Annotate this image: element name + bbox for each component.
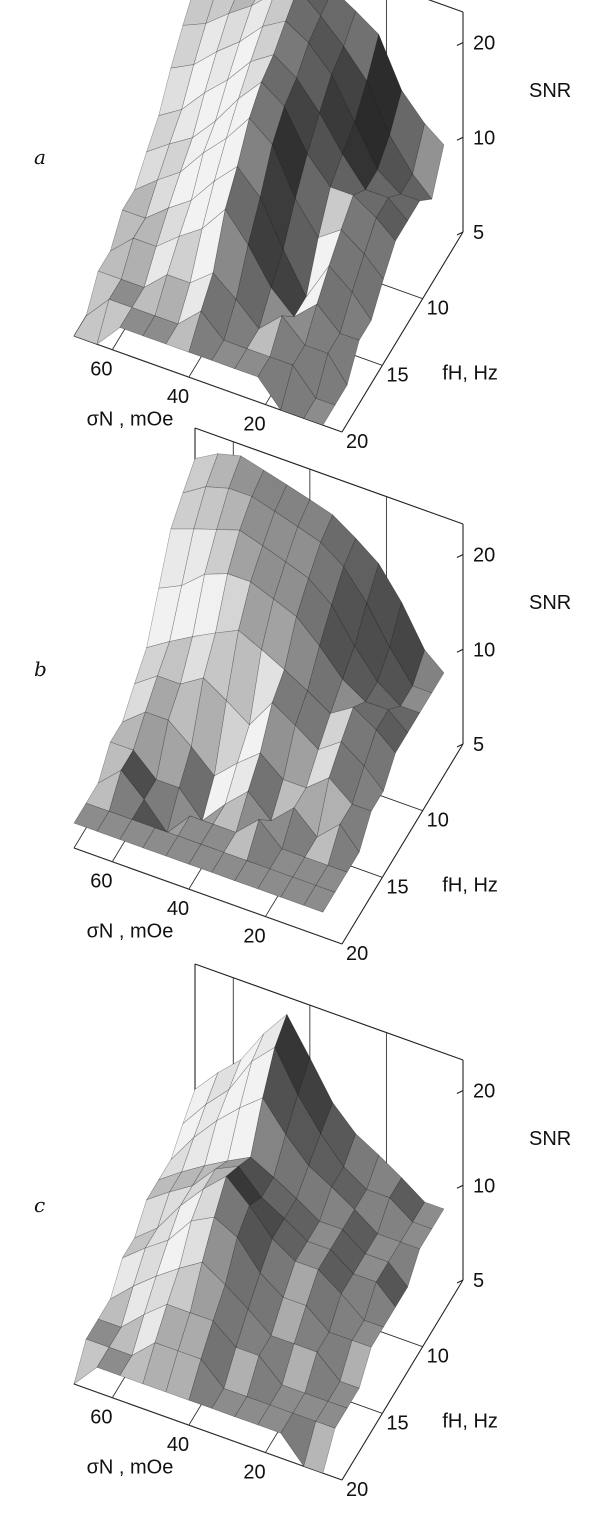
x-tick-label: 40	[167, 1434, 189, 1456]
y-tick-label: 15	[386, 876, 408, 898]
x-axis-title: σN , mOe	[87, 1456, 174, 1478]
z-tick-label: 10	[473, 1175, 495, 1197]
z-tick-mark	[456, 1279, 464, 1284]
surface-panel-a: 5 10 20 SNR 10 15 20 fH, Hz 60 40 20 σN , mOe a	[34, 0, 571, 453]
z-axis-title: SNR	[529, 80, 571, 102]
x-tick-label: 60	[90, 871, 112, 893]
surface-panel-b: 5 10 20 SNR 10 15 20 fH, Hz 60 40 20 σN , mOe b	[34, 427, 571, 965]
surface-panel-c: 5 10 20 SNR 10 15 20 fH, Hz 60 40 20 σN , mOe c	[34, 963, 571, 1501]
y-tick-label: 15	[386, 364, 408, 386]
surface-facet	[303, 1421, 336, 1474]
z-tick-mark	[456, 743, 464, 748]
floor-gridline-y	[73, 847, 343, 945]
panel-label: c	[34, 1193, 45, 1217]
surface-mesh	[73, 0, 445, 426]
z-tick-label: 5	[473, 1270, 484, 1292]
x-tick-label: 60	[90, 1407, 112, 1429]
surface-mesh	[73, 453, 445, 913]
axis-labels: 5 10 20 SNR 10 15 20 fH, Hz 60 40 20 σN , mOe c	[34, 1081, 571, 1501]
z-tick-mark	[456, 648, 464, 653]
z-tick-label: 20	[473, 33, 495, 55]
x-tick-label: 40	[167, 898, 189, 920]
x-axis-title: σN , mOe	[87, 920, 174, 942]
surface-mesh	[73, 1013, 445, 1474]
z-tick-label: 5	[473, 734, 484, 756]
y-axis-line	[341, 231, 464, 433]
x-tick-label: 20	[243, 926, 265, 948]
z-tick-label: 5	[473, 222, 484, 244]
z-tick-label: 20	[473, 1081, 495, 1103]
surface-facet	[303, 885, 336, 913]
axis-labels: 5 10 20 SNR 10 15 20 fH, Hz 60 40 20 σN , mOe b	[34, 545, 571, 965]
x-tick-label: 20	[243, 1462, 265, 1484]
wall-edge-top	[194, 427, 464, 525]
y-axis-title: fH, Hz	[442, 1410, 498, 1432]
z-tick-mark	[456, 42, 464, 46]
z-tick-label: 10	[473, 127, 495, 149]
z-tick-label: 20	[473, 545, 495, 567]
z-tick-mark	[456, 1184, 464, 1189]
z-tick-mark	[456, 231, 464, 236]
surface-facet	[250, 0, 263, 7]
y-tick-label: 10	[427, 810, 449, 832]
surface-facet	[303, 397, 336, 426]
x-tick-label: 20	[243, 414, 265, 436]
z-axis-title: SNR	[529, 1128, 571, 1150]
y-tick-label: 10	[427, 1346, 449, 1368]
z-tick-mark	[456, 554, 464, 558]
axis-labels: 5 10 20 SNR 10 15 20 fH, Hz 60 40 20 σN , mOe a	[34, 33, 571, 453]
y-tick-label: 20	[346, 943, 368, 965]
z-tick-label: 10	[473, 639, 495, 661]
panel-label: a	[34, 145, 46, 169]
y-tick-label: 20	[346, 431, 368, 453]
y-tick-label: 20	[346, 1479, 368, 1501]
z-axis-title: SNR	[529, 592, 571, 614]
floor-gridline-y	[73, 1383, 343, 1481]
y-tick-label: 10	[427, 298, 449, 320]
y-axis-title: fH, Hz	[442, 874, 498, 896]
x-axis-title: σN , mOe	[87, 408, 174, 430]
z-tick-mark	[456, 136, 464, 141]
y-axis-line	[341, 743, 464, 945]
x-tick-label: 40	[167, 386, 189, 408]
panel-label: b	[34, 657, 47, 681]
z-tick-mark	[456, 1090, 464, 1094]
y-axis-title: fH, Hz	[442, 362, 498, 384]
wall-edge-top	[194, 963, 464, 1061]
y-axis-line	[341, 1279, 464, 1481]
y-tick-label: 15	[386, 1412, 408, 1434]
x-tick-label: 60	[90, 359, 112, 381]
